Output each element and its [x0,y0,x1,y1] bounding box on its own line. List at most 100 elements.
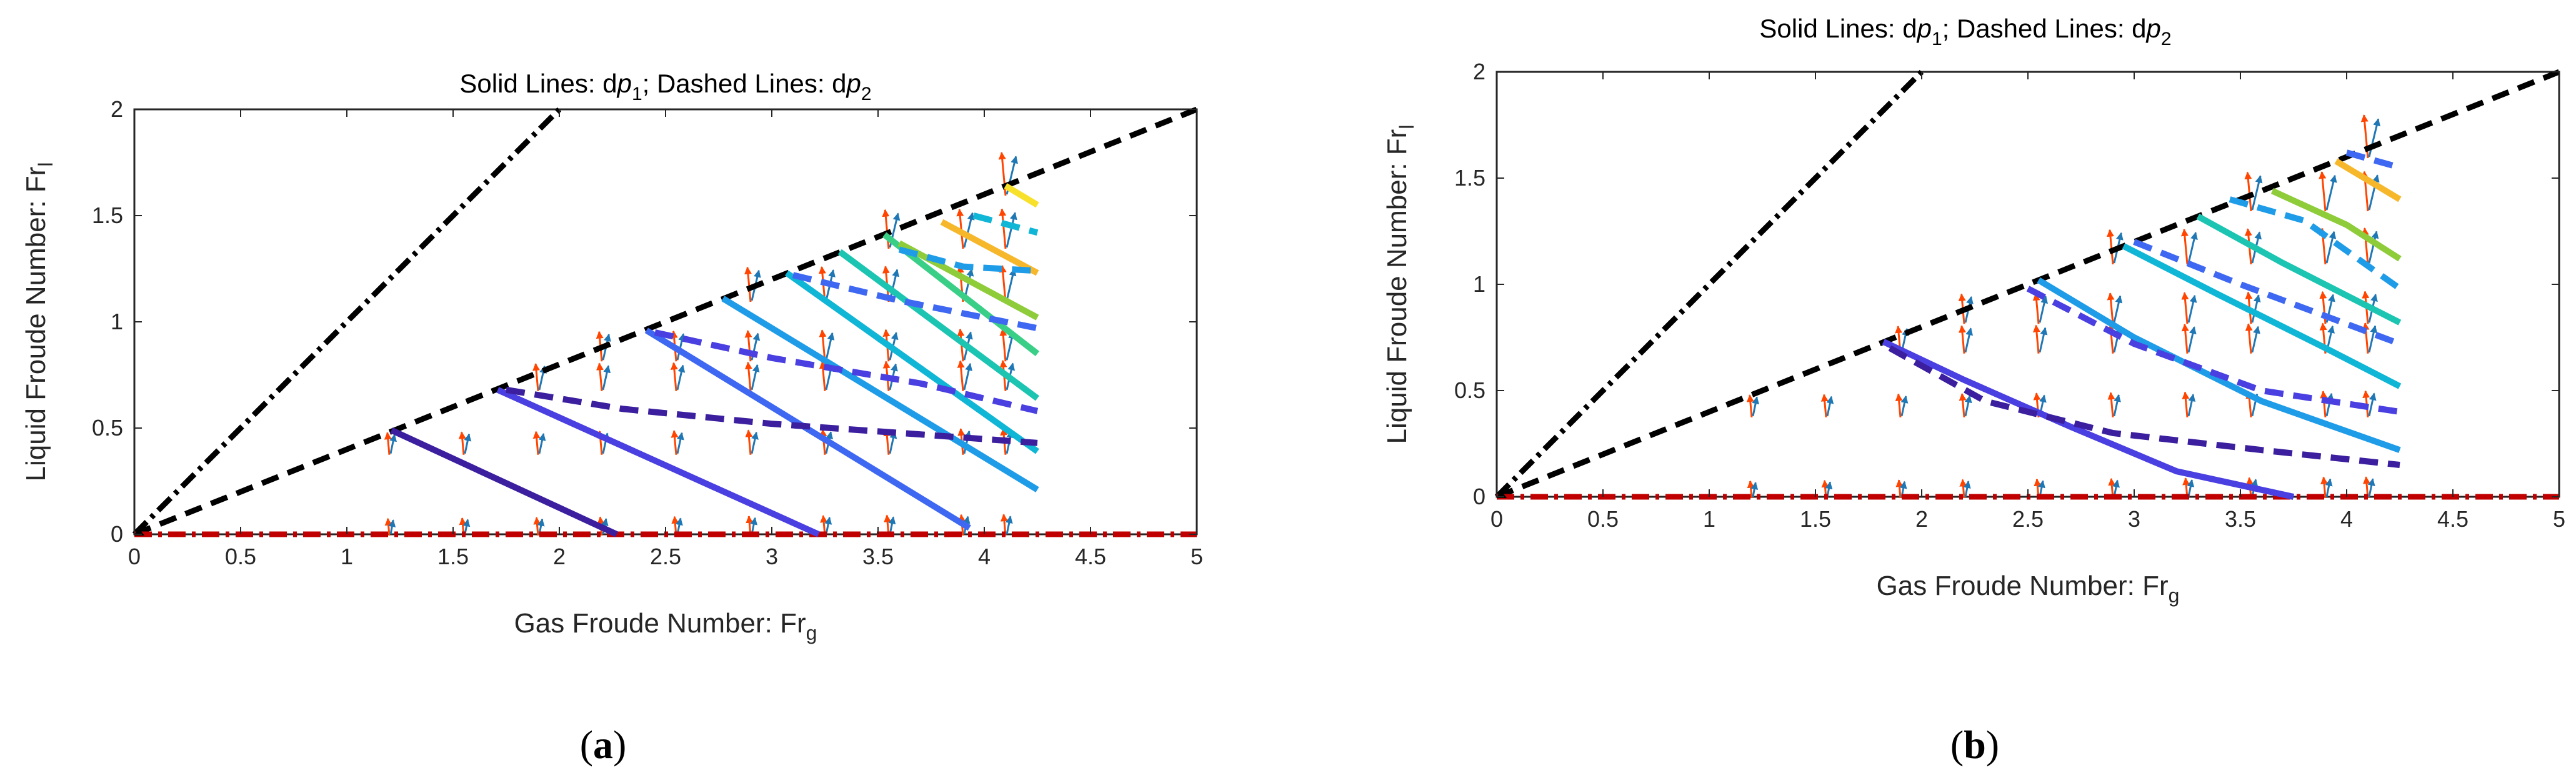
vector-dp1 [1900,395,1909,417]
x-tick-label: 1 [1703,506,1715,532]
solid-dp1-line [390,427,618,537]
vector-dp1 [2187,326,2197,353]
y-tick-label: 2 [111,96,123,122]
x-tick-label: 1.5 [437,544,469,569]
vector-dp2 [2032,292,2040,324]
vector-dp2 [2320,476,2328,499]
vector-dp2 [2181,292,2189,324]
vector-dp2 [1959,479,1967,499]
x-tick-label: 3.5 [2225,506,2256,532]
solid-dp1-line [2270,187,2402,262]
vector-dp1 [751,364,760,391]
vector-dp2 [458,431,466,455]
x-tick-label: 1 [341,544,353,569]
vector-dp2 [744,361,752,391]
vector-dp1 [388,519,396,535]
panel-b: 0 0.5 1 1.5 2 2.5 3 3.5 4 4.5 5 0 0.5 1 1.5 2 Solid Li… [1382,14,2565,767]
dashed-dp2-line [654,329,1039,414]
solid-dp1-line [897,240,1039,321]
dashed-dp2-line [792,272,1038,332]
vector-dp2 [532,362,541,391]
x-tick-label: 2.5 [650,544,681,569]
vector-dp2 [2182,391,2190,417]
solid-dp1-line [721,296,1039,492]
vector-dp1 [1963,481,1971,497]
vector-dp2 [1895,479,1904,499]
vector-dp1 [1752,396,1760,417]
y-tick-label: 2 [1473,59,1485,84]
vector-dp1 [2251,326,2260,353]
vector-dp2 [1959,392,1967,417]
vector-dp1 [2325,478,2333,497]
x-tick-label: 2 [1915,506,1928,532]
panel-label-b: (b) [1950,722,1999,767]
vector-dp2 [1746,394,1754,417]
x-tick-label: 0 [1490,506,1503,532]
vector-dp1 [1964,327,1974,353]
x-tick-label: 4.5 [1075,544,1106,569]
dashed-dp2-line [1888,345,2400,468]
dashed-dp2-line [506,386,1038,446]
vector-dp1 [676,364,686,391]
vector-dp1 [2368,174,2380,211]
vector-dp2 [2319,171,2327,212]
panel-a: 0 0.5 1 1.5 2 2.5 3 3.5 4 4.5 5 0 0.5 1 1.5 2 Solid Li… [21,69,1203,767]
vector-dp2 [1895,393,1903,417]
vector-dp1 [464,433,472,454]
x-tick-label: 4 [2340,506,2353,532]
x-tick-label: 3 [2128,506,2140,532]
y-ticks-b: 0 0.5 1 1.5 2 [1454,59,2559,509]
vector-dp1 [2187,231,2198,264]
vector-dp2 [999,208,1007,249]
vector-dp2 [2107,229,2114,265]
x-tick-label: 3.5 [862,544,894,569]
y-ticks-a: 0 0.5 1 1.5 2 [92,96,1197,547]
vector-dp1 [2368,392,2377,417]
y-tick-label: 0 [111,521,123,547]
plot-frame-b [1495,71,2560,498]
vector-dp1 [2187,394,2196,417]
vector-dp2 [532,431,541,455]
y-tick-label: 1.5 [92,202,123,228]
x-ticks-b: 0 0.5 1 1.5 2 2.5 3 3.5 4 4.5 5 [1490,72,2565,532]
vector-dp1 [963,362,972,391]
x-axis-label-a: Gas Froude Number: Frg [514,608,817,644]
x-tick-label: 0.5 [225,544,256,569]
vector-dp1 [1964,395,1972,417]
vector-dp2 [1959,325,1966,354]
vector-dp1 [1006,268,1017,301]
origin-marker [1497,489,1507,498]
vector-dp2 [957,360,965,391]
y-tick-label: 1.5 [1454,165,1485,191]
solid-dp1-line [1882,339,2295,500]
solid-dp1-line [837,249,1039,401]
vector-dp1 [888,516,896,535]
vector-dp2 [2032,324,2040,354]
dashed-dp2-line [2345,149,2401,171]
vector-dp2 [1820,394,1829,417]
dashed-dp2-line [2229,196,2402,291]
vector-dp2 [533,517,541,536]
vector-dp1 [2368,231,2379,264]
y-tick-label: 0.5 [1454,377,1485,403]
y-axis-label-b: Liquid Froude Number: Frl [1382,125,1418,444]
vector-dp1 [2039,327,2048,353]
vector-dp1 [2325,174,2337,211]
solid-dp1-line [2334,158,2402,202]
panel-label-a: (a) [580,722,627,767]
vector-dp1 [751,431,759,454]
x-axis-label-b: Gas Froude Number: Frg [1877,571,2180,607]
x-tick-label: 5 [2553,506,2565,532]
vector-dp2 [2107,392,2115,417]
vector-dp1 [963,212,975,248]
plot-area-a [132,106,1198,537]
solid-dp1-line [940,219,1039,276]
vector-dp1 [825,332,835,361]
x-tick-label: 2.5 [2012,506,2044,532]
vector-dp1 [2367,478,2375,497]
dashed-dp2-line [2026,286,2400,415]
vector-dp2 [882,209,890,249]
x-tick-label: 4.5 [2437,506,2469,532]
vector-dp1 [2368,325,2378,353]
vector-dp2 [819,329,827,362]
